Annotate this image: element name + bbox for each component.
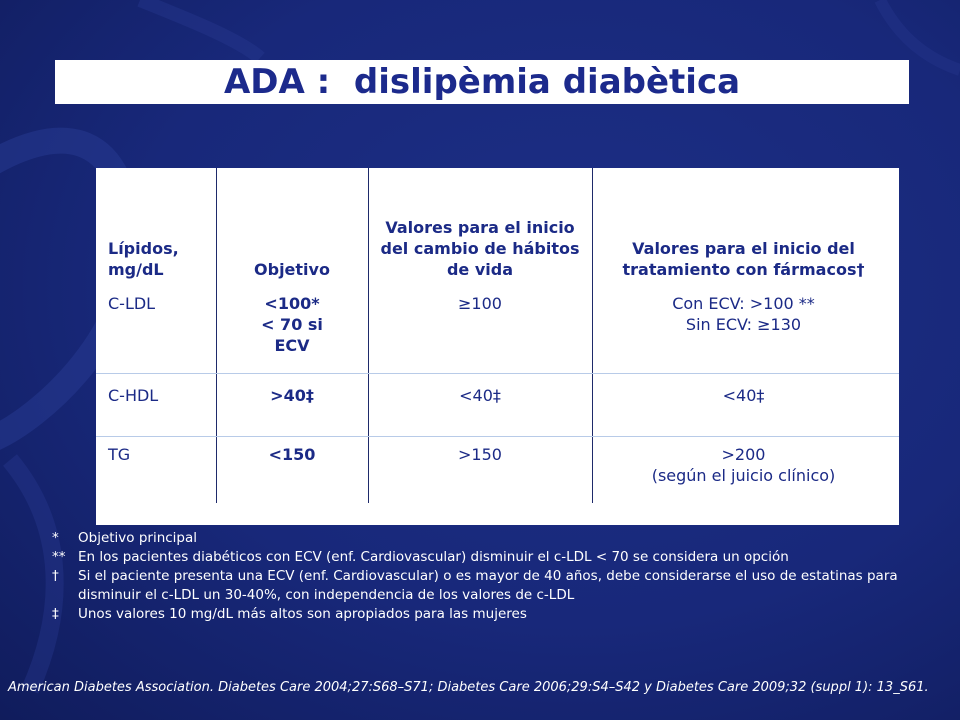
footnote-text: Si el paciente presenta una ECV (enf. Ca… bbox=[78, 568, 898, 603]
footnotes: * Objetivo principal ** En los pacientes… bbox=[52, 529, 902, 624]
row-ldl-goal-line2: < 70 si bbox=[261, 315, 323, 334]
column-divider bbox=[368, 168, 369, 503]
row-ldl-drug-line1: Con ECV: >100 ** bbox=[672, 294, 815, 313]
column-divider bbox=[216, 168, 217, 503]
row-tg-drug: >200 (según el juicio clínico) bbox=[596, 444, 891, 486]
row-hdl-goal: >40‡ bbox=[270, 386, 314, 405]
header-drug: Valores para el inicio del tratamiento c… bbox=[622, 239, 865, 279]
footnote-mark: ** bbox=[52, 549, 66, 565]
footnote-text: Objetivo principal bbox=[78, 530, 198, 546]
row-ldl-goal-line1: <100* bbox=[264, 294, 320, 313]
row-ldl-goal-line3: ECV bbox=[274, 336, 310, 355]
footnote-mark: † bbox=[52, 568, 59, 584]
row-ldl-lifestyle: ≥100 bbox=[458, 294, 502, 313]
row-tg-goal: <150 bbox=[268, 445, 316, 464]
row-divider bbox=[96, 373, 899, 374]
column-divider bbox=[592, 168, 593, 503]
row-ldl-goal: <100* < 70 si ECV bbox=[220, 293, 364, 356]
row-tg-lifestyle: >150 bbox=[458, 445, 502, 464]
header-lifestyle: Valores para el inicio del cambio de háb… bbox=[380, 218, 580, 279]
footnote-text: En los pacientes diabéticos con ECV (enf… bbox=[78, 549, 789, 565]
footnote: * Objetivo principal bbox=[52, 529, 902, 548]
row-tg-lipid: TG bbox=[108, 445, 131, 464]
citation: American Diabetes Association. Diabetes … bbox=[8, 680, 929, 695]
header-lipids: Lípidos, mg/dL bbox=[108, 239, 179, 279]
footnote-mark: * bbox=[52, 530, 59, 546]
header-goal: Objetivo bbox=[254, 260, 330, 279]
lipid-table: Lípidos, mg/dL Objetivo Valores para el … bbox=[96, 168, 899, 525]
footnote-text: Unos valores 10 mg/dL más altos son apro… bbox=[78, 606, 527, 622]
row-hdl-lifestyle: <40‡ bbox=[459, 386, 501, 405]
footnote: ** En los pacientes diabéticos con ECV (… bbox=[52, 548, 902, 567]
footnote-mark: ‡ bbox=[52, 606, 59, 622]
footnote: ‡ Unos valores 10 mg/dL más altos son ap… bbox=[52, 605, 902, 624]
row-divider bbox=[96, 436, 899, 437]
row-tg-drug-line2: (según el juicio clínico) bbox=[651, 466, 836, 485]
footnote: † Si el paciente presenta una ECV (enf. … bbox=[52, 567, 902, 605]
slide-title: ADA : dislipèmia diabètica bbox=[55, 60, 909, 104]
row-ldl-drug: Con ECV: >100 ** Sin ECV: ≥130 bbox=[596, 293, 891, 335]
row-tg-drug-line1: >200 bbox=[721, 445, 766, 464]
row-hdl-lipid: C-HDL bbox=[108, 386, 159, 405]
row-ldl-drug-line2: Sin ECV: ≥130 bbox=[685, 315, 802, 334]
row-hdl-drug: <40‡ bbox=[722, 386, 765, 405]
row-ldl-lipid: C-LDL bbox=[108, 294, 156, 313]
